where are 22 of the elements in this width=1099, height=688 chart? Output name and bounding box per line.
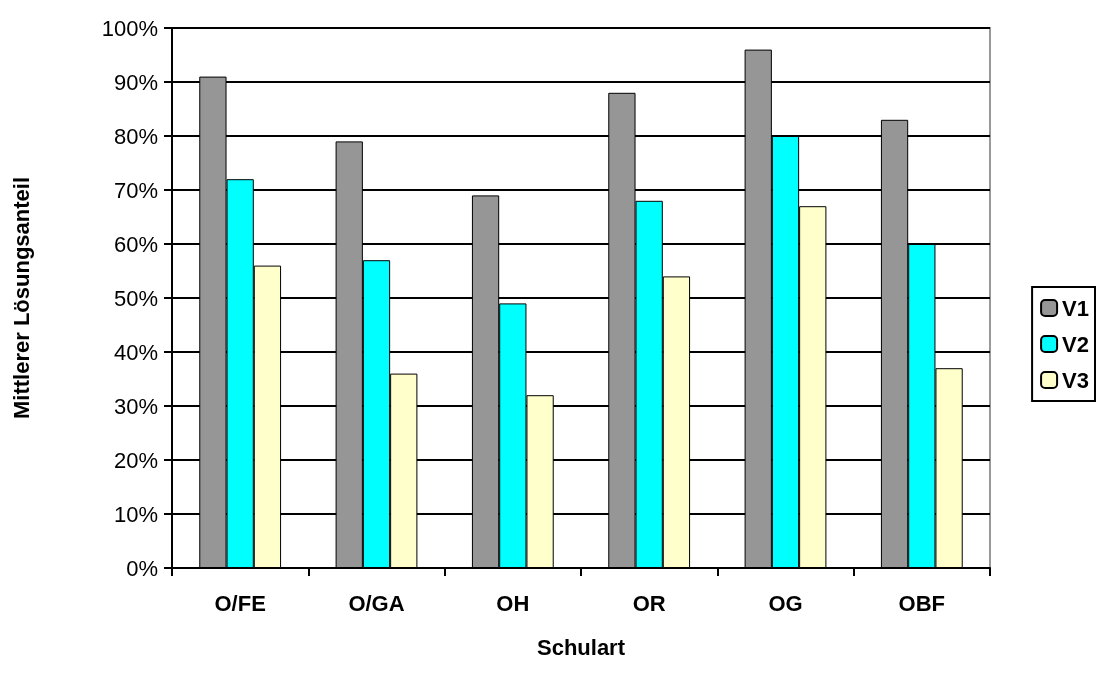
y-tick-label: 80%: [113, 123, 158, 149]
y-tick-label: 20%: [113, 447, 158, 473]
x-tick-label: OH: [496, 590, 530, 616]
legend-label: V1: [1062, 295, 1090, 321]
x-tick-label: O/FE: [214, 590, 266, 616]
y-tick-label: 60%: [113, 231, 158, 257]
x-axis-title: Schulart: [536, 634, 626, 660]
x-tick-label: OG: [768, 590, 803, 616]
legend-label: V3: [1062, 367, 1090, 393]
legend-label: V2: [1062, 331, 1090, 357]
x-tick-label: O/GA: [348, 590, 405, 616]
y-tick-label: 90%: [113, 69, 158, 95]
x-tick-label: OBF: [898, 590, 946, 616]
x-tick-label: OR: [632, 590, 666, 616]
y-tick-label: 100%: [101, 15, 158, 41]
y-tick-label: 0%: [126, 555, 158, 581]
y-tick-label: 10%: [113, 501, 158, 527]
y-tick-label: 40%: [113, 339, 158, 365]
y-tick-label: 70%: [113, 177, 158, 203]
y-tick-label: 50%: [113, 285, 158, 311]
y-tick-label: 30%: [113, 393, 158, 419]
y-axis-title: Mittlerer Lösungsanteil: [8, 176, 34, 420]
